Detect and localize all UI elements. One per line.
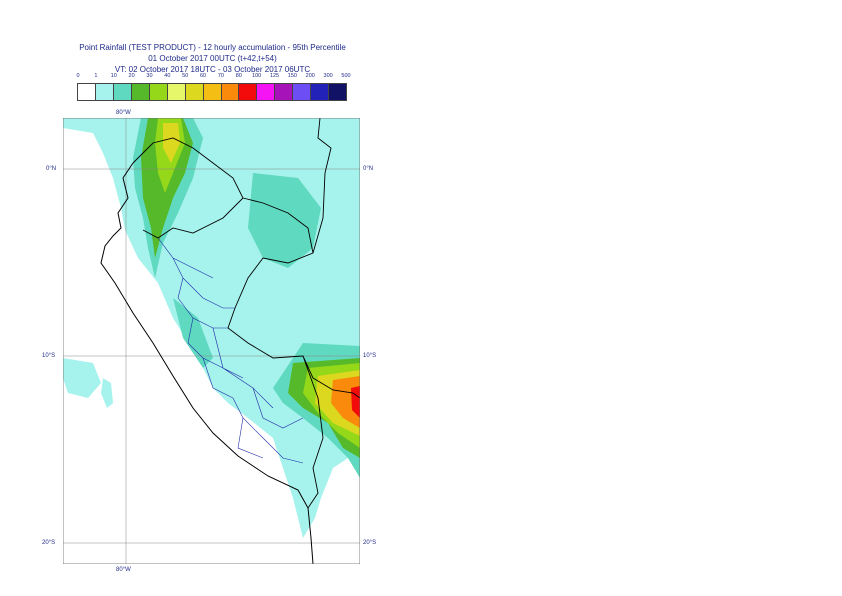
- lat-label-right-20s: 20°S: [363, 540, 377, 546]
- legend-swatch: [221, 84, 240, 100]
- legend-swatch: [78, 84, 96, 100]
- legend-bar: [77, 83, 347, 101]
- legend-label: 50: [182, 73, 189, 79]
- rain-area-light-3: [101, 378, 113, 408]
- color-legend: 0 1 10 20 30 40 50 60 70 80 100 125 150 200 300 500: [76, 73, 352, 101]
- legend-label: 20: [128, 73, 135, 79]
- title-line-3: VT: 02 October 2017 18UTC - 03 October 2…: [114, 65, 311, 74]
- legend-label: 80: [235, 73, 242, 79]
- legend-label: 125: [269, 73, 280, 79]
- lat-label-left-10s: 10°S: [42, 353, 56, 359]
- legend-label: 40: [164, 73, 171, 79]
- legend-swatch: [239, 84, 258, 100]
- legend-label: 70: [217, 73, 224, 79]
- legend-swatch: [257, 84, 276, 100]
- legend-label: 0: [76, 73, 80, 79]
- legend-swatch: [203, 84, 222, 100]
- legend-label: 30: [146, 73, 153, 79]
- legend-swatch: [113, 84, 132, 100]
- legend-labels: 0 1 10 20 30 40 50 60 70 80 100 125 150 200 300 500: [76, 73, 352, 83]
- title-line-1: Point Rainfall (TEST PRODUCT) - 12 hourl…: [79, 43, 346, 52]
- legend-swatch: [185, 84, 204, 100]
- legend-label: 150: [287, 73, 297, 79]
- legend-swatch: [131, 84, 150, 100]
- coastline: [100, 162, 314, 564]
- legend-swatch: [275, 84, 294, 100]
- map-title: Point Rainfall (TEST PRODUCT) - 12 hourl…: [50, 42, 375, 75]
- regional-boundaries: [157, 237, 304, 464]
- legend-swatch: [149, 84, 168, 100]
- legend-label: 200: [305, 73, 315, 79]
- rain-area-moderate-4: [173, 298, 213, 368]
- rainfall-map: [63, 118, 360, 564]
- legend-label: 10: [110, 73, 117, 79]
- lat-label-right-10s: 10°S: [363, 353, 377, 359]
- lat-label-right-0: 0°N: [363, 166, 374, 172]
- lon-label-bottom: 80°W: [116, 567, 131, 573]
- legend-label: 100: [252, 73, 262, 79]
- legend-label: 1: [94, 73, 98, 79]
- rain-area-moderate-2: [248, 173, 321, 268]
- legend-label: 60: [200, 73, 207, 79]
- lat-label-left-0: 0°N: [46, 166, 57, 172]
- rain-area-red: [351, 386, 360, 418]
- rain-area-yellow: [163, 123, 180, 163]
- title-line-2: 01 October 2017 00UTC (t+42,t+54): [148, 54, 277, 63]
- legend-swatch: [95, 84, 114, 100]
- legend-swatch: [167, 84, 186, 100]
- lat-label-left-20s: 20°S: [42, 540, 56, 546]
- legend-label: 500: [341, 73, 351, 79]
- legend-label: 300: [323, 73, 333, 79]
- lon-label-top: 80°W: [116, 110, 131, 116]
- legend-swatch: [329, 84, 347, 100]
- legend-swatch: [311, 84, 330, 100]
- rain-area-light-2: [63, 358, 101, 398]
- legend-swatch: [293, 84, 312, 100]
